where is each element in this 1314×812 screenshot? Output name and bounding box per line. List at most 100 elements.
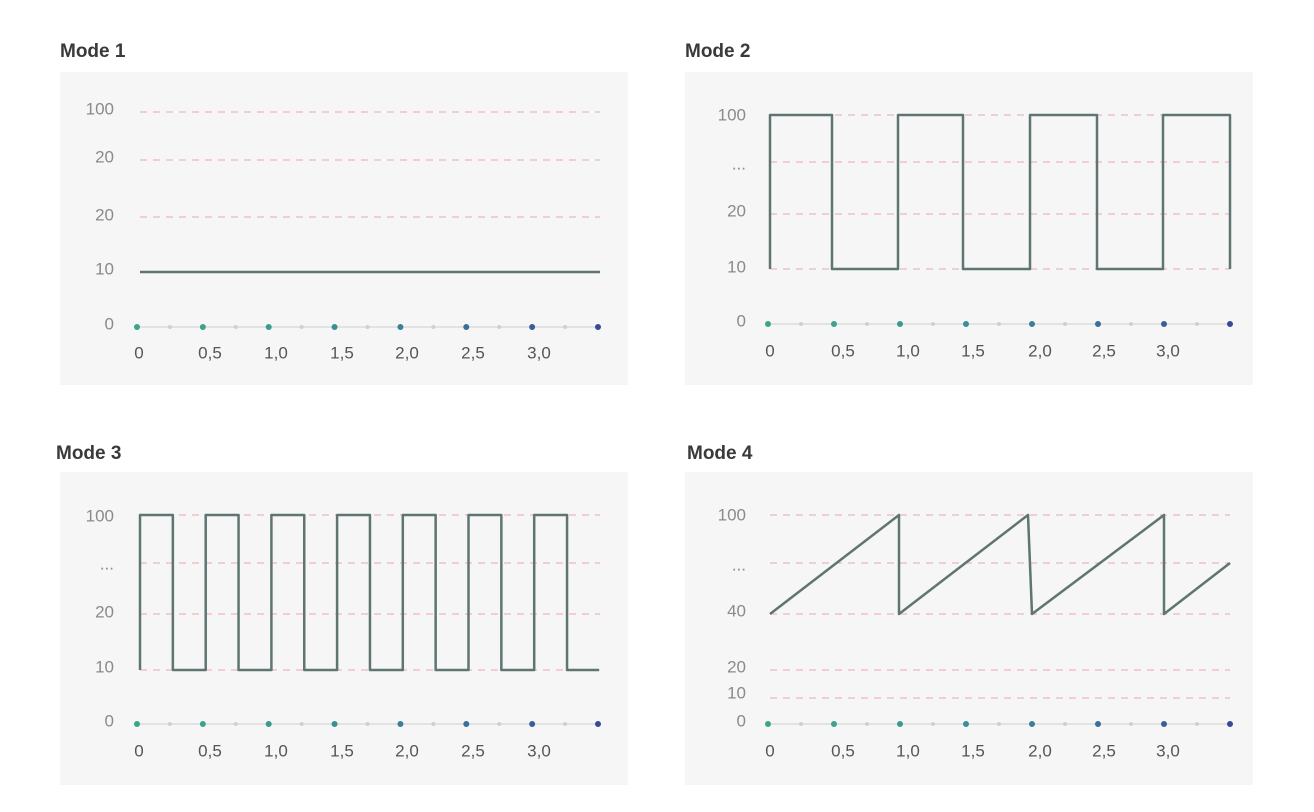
y-label: 0 <box>737 311 746 330</box>
axis-dot <box>595 324 601 330</box>
x-label: 1,5 <box>330 343 354 362</box>
x-label: 2,0 <box>1028 341 1052 360</box>
axis-dot <box>265 721 272 727</box>
axis-minor-dot <box>167 722 172 726</box>
y-label: ... <box>100 554 114 573</box>
axis-minor-dot <box>1195 322 1199 326</box>
axis-minor-dot <box>997 322 1001 326</box>
axis-minor-dot <box>799 722 803 726</box>
x-label: 0,5 <box>831 741 855 760</box>
axis-minor-dot <box>563 325 568 329</box>
axis-minor-dot <box>1129 322 1133 326</box>
axis-dot <box>134 324 140 330</box>
axis-dot <box>1227 721 1233 727</box>
axis-minor-dot <box>931 722 935 726</box>
axis-dot <box>1095 721 1101 727</box>
axis-dot <box>1161 721 1167 727</box>
waveform <box>138 513 599 672</box>
y-label: 20 <box>95 147 114 166</box>
y-label: 0 <box>737 711 746 730</box>
axis-minor-dot <box>1195 722 1199 726</box>
x-label: 0 <box>134 741 143 760</box>
axis-dot <box>199 324 206 330</box>
x-label: 3,0 <box>1156 741 1180 760</box>
y-label: ... <box>732 154 746 173</box>
axis-minor-dot <box>1063 722 1067 726</box>
axis-dot <box>397 721 404 727</box>
axis-dot <box>397 324 404 330</box>
axis-dot <box>897 321 903 327</box>
axis-minor-dot <box>365 325 370 329</box>
y-label: 10 <box>95 259 114 278</box>
axis-minor-dot <box>563 722 568 726</box>
x-label: 0,5 <box>198 343 222 362</box>
x-label: 3,0 <box>527 741 551 760</box>
axis-minor-dot <box>1063 322 1067 326</box>
x-label: 0 <box>765 341 774 360</box>
axis-minor-dot <box>799 322 803 326</box>
axis-dot <box>897 721 903 727</box>
axis-dot <box>595 721 601 727</box>
panel-title: Mode 4 <box>687 443 753 464</box>
axis-minor-dot <box>865 322 869 326</box>
axis-dot <box>134 721 140 727</box>
axis-dot <box>265 324 272 330</box>
y-label: 20 <box>727 201 746 220</box>
y-label: 100 <box>86 506 114 525</box>
x-label: 2,5 <box>1092 741 1116 760</box>
panel-background <box>685 72 1253 385</box>
y-label: 10 <box>727 683 746 702</box>
axis-minor-dot <box>431 722 436 726</box>
y-label: 20 <box>95 205 114 224</box>
axis-dot <box>963 321 969 327</box>
axis-minor-dot <box>365 722 370 726</box>
axis-minor-dot <box>233 722 238 726</box>
panel-title: Mode 1 <box>60 41 126 62</box>
panel-title: Mode 3 <box>56 443 121 464</box>
axis-dot <box>529 721 536 727</box>
axis-minor-dot <box>299 722 304 726</box>
x-label: 0,5 <box>198 741 222 760</box>
waveform <box>768 113 1232 271</box>
axis-minor-dot <box>931 322 935 326</box>
y-label: 20 <box>727 657 746 676</box>
x-label: 0,5 <box>831 341 855 360</box>
x-label: 1,0 <box>896 341 920 360</box>
x-label: 2,5 <box>461 741 485 760</box>
axis-dot <box>331 324 338 330</box>
panel-background <box>60 472 628 785</box>
axis-dot <box>331 721 338 727</box>
axis-dot <box>463 324 470 330</box>
x-label: 1,0 <box>896 741 920 760</box>
axis-dot <box>1029 721 1035 727</box>
y-label: 10 <box>727 257 746 276</box>
x-label: 1,0 <box>264 343 288 362</box>
x-label: 3,0 <box>1156 341 1180 360</box>
axis-dot <box>1161 321 1167 327</box>
x-label: 1,5 <box>961 741 985 760</box>
y-label: 100 <box>718 505 746 524</box>
axis-minor-dot <box>1129 722 1133 726</box>
axis-minor-dot <box>997 722 1001 726</box>
y-label: ... <box>732 555 746 574</box>
axis-minor-dot <box>865 722 869 726</box>
y-label: 20 <box>95 602 114 621</box>
panel-title: Mode 2 <box>685 41 750 62</box>
y-label: 100 <box>718 105 746 124</box>
axis-dot <box>1095 321 1101 327</box>
axis-minor-dot <box>299 325 304 329</box>
x-label: 2,0 <box>1028 741 1052 760</box>
axis-dot <box>463 721 470 727</box>
axis-dot <box>765 721 771 727</box>
y-label: 0 <box>105 314 114 333</box>
x-label: 1,5 <box>330 741 354 760</box>
x-label: 2,5 <box>461 343 485 362</box>
x-label: 1,0 <box>264 741 288 760</box>
axis-dot <box>529 324 536 330</box>
y-label: 40 <box>727 601 746 620</box>
axis-minor-dot <box>233 325 238 329</box>
x-label: 2,0 <box>395 741 419 760</box>
axis-dot <box>963 721 969 727</box>
